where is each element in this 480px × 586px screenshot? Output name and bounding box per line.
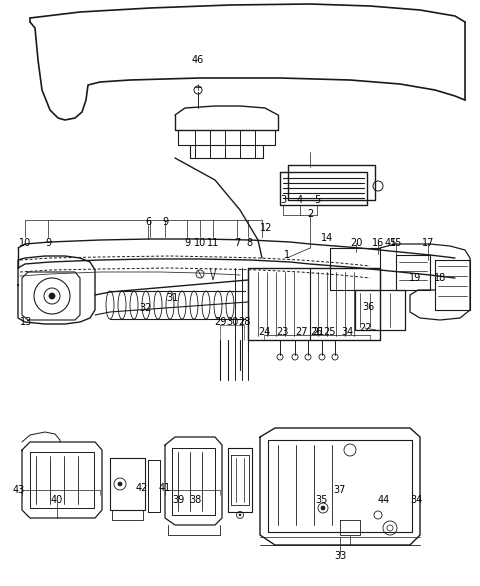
Text: 45: 45 — [385, 238, 397, 248]
Text: 12: 12 — [260, 223, 272, 233]
Text: 19: 19 — [409, 273, 421, 283]
Text: 34: 34 — [410, 495, 422, 505]
Text: 22: 22 — [359, 323, 371, 333]
Circle shape — [49, 293, 55, 299]
Text: 9: 9 — [45, 238, 51, 248]
Text: 35: 35 — [316, 495, 328, 505]
Text: 5: 5 — [314, 195, 320, 205]
Text: 29: 29 — [214, 317, 226, 327]
Text: 43: 43 — [13, 485, 25, 495]
Text: 33: 33 — [334, 551, 346, 561]
Text: 44: 44 — [378, 495, 390, 505]
Text: 6: 6 — [145, 217, 151, 227]
Circle shape — [321, 506, 325, 510]
Text: 23: 23 — [276, 327, 288, 337]
Text: 28: 28 — [238, 317, 250, 327]
Text: 15: 15 — [390, 238, 402, 248]
Text: 9: 9 — [162, 217, 168, 227]
Text: 13: 13 — [20, 317, 32, 327]
Text: 7: 7 — [234, 238, 240, 248]
Text: 20: 20 — [350, 238, 362, 248]
Text: 10: 10 — [19, 238, 31, 248]
Text: 14: 14 — [321, 233, 333, 243]
Text: 37: 37 — [334, 485, 346, 495]
Text: 10: 10 — [194, 238, 206, 248]
Text: 16: 16 — [372, 238, 384, 248]
Text: 9: 9 — [184, 238, 190, 248]
Circle shape — [118, 482, 122, 486]
Text: 1: 1 — [284, 250, 290, 260]
Text: 18: 18 — [434, 273, 446, 283]
Text: 3: 3 — [280, 195, 286, 205]
Text: 38: 38 — [189, 495, 201, 505]
Text: 4: 4 — [297, 195, 303, 205]
Text: 46: 46 — [192, 55, 204, 65]
Text: 26: 26 — [310, 327, 322, 337]
Text: 11: 11 — [207, 238, 219, 248]
Text: 36: 36 — [362, 302, 374, 312]
Text: 40: 40 — [51, 495, 63, 505]
Text: 21: 21 — [312, 327, 324, 337]
Text: 30: 30 — [226, 317, 238, 327]
Circle shape — [239, 514, 241, 516]
Text: 2: 2 — [307, 209, 313, 219]
Text: 17: 17 — [422, 238, 434, 248]
Text: 31: 31 — [166, 293, 178, 303]
Text: 24: 24 — [258, 327, 270, 337]
Text: 27: 27 — [296, 327, 308, 337]
Text: 25: 25 — [324, 327, 336, 337]
Text: 8: 8 — [246, 238, 252, 248]
Text: 42: 42 — [136, 483, 148, 493]
Text: 41: 41 — [159, 483, 171, 493]
Text: 32: 32 — [139, 303, 151, 313]
Text: 34: 34 — [341, 327, 353, 337]
Text: 39: 39 — [172, 495, 184, 505]
